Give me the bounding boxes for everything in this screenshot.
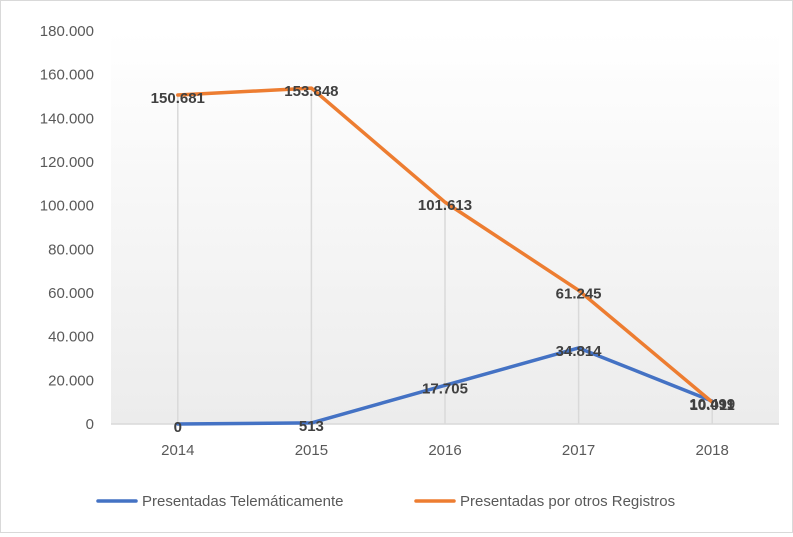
x-tick-label: 2016	[428, 442, 461, 459]
data-label: 150.681	[151, 90, 205, 107]
y-tick-label: 60.000	[48, 285, 94, 302]
data-label: 10.011	[690, 397, 735, 414]
data-label: 34.814	[556, 343, 603, 360]
x-tick-label: 2014	[161, 442, 194, 459]
data-label: 101.613	[418, 197, 472, 214]
data-label: 10.499	[689, 396, 735, 413]
y-tick-label: 0	[86, 416, 94, 433]
y-tick-label: 20.000	[48, 372, 94, 389]
legend-label: Presentadas Telemáticamente	[142, 493, 344, 510]
legend-label: Presentadas por otros Registros	[460, 493, 675, 510]
series-line-2	[176, 86, 714, 404]
data-label: 61.245	[556, 285, 602, 302]
y-tick-label: 140.000	[40, 110, 94, 127]
y-tick-label: 120.000	[40, 154, 94, 171]
x-tick-label: 2015	[295, 442, 328, 459]
data-label: 0	[174, 419, 182, 436]
y-tick-label: 180.000	[40, 23, 94, 40]
data-label: 153.848	[284, 83, 338, 100]
series-line-1	[176, 346, 714, 426]
data-label: 513	[299, 418, 324, 435]
data-label: 17.705	[422, 380, 468, 397]
y-tick-label: 80.000	[48, 241, 94, 258]
y-tick-label: 160.000	[40, 67, 94, 84]
y-tick-label: 40.000	[48, 329, 94, 346]
x-tick-label: 2018	[696, 442, 729, 459]
y-tick-label: 100.000	[40, 198, 94, 215]
x-tick-label: 2017	[562, 442, 595, 459]
